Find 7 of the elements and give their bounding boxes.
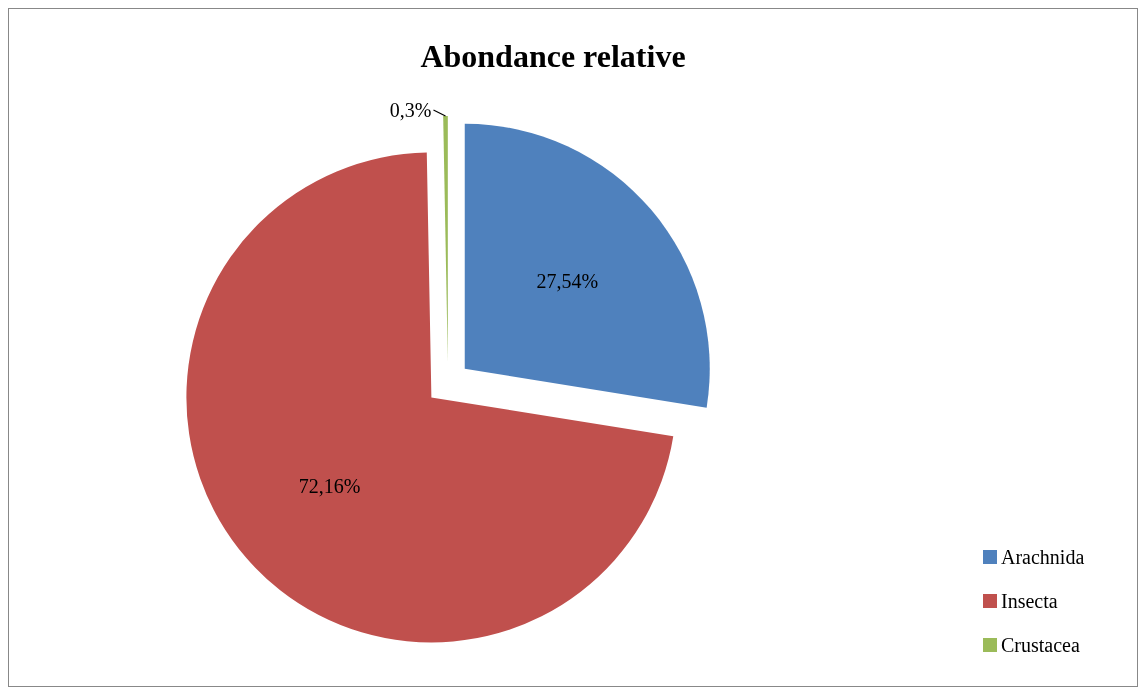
- chart-title: Abondance relative: [420, 38, 686, 75]
- legend-label: Crustacea: [1001, 634, 1080, 656]
- data-label: 27,54%: [536, 270, 599, 293]
- legend-label: Arachnida: [1001, 546, 1085, 568]
- legend-label: Insecta: [1001, 590, 1058, 612]
- data-label: 72,16%: [298, 474, 361, 497]
- data-label: 0,3%: [389, 99, 432, 122]
